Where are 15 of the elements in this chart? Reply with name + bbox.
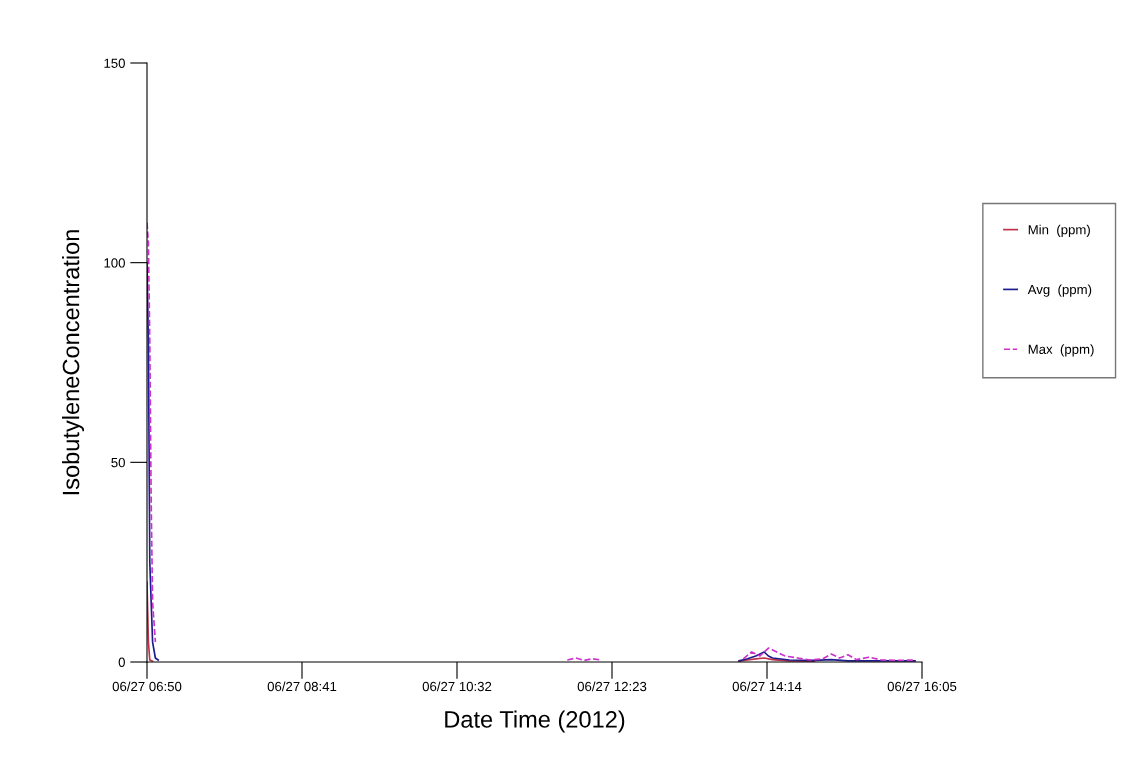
- y-tick-label: 0: [118, 657, 125, 667]
- y-axis-title: IsobutyleneConcentration: [62, 230, 85, 495]
- x-tick-label: 06/27 10:32: [422, 681, 492, 692]
- legend-label: Min (ppm): [1028, 224, 1090, 237]
- x-tick-label: 06/27 14:14: [732, 681, 802, 692]
- legend-label: Max (ppm): [1028, 344, 1094, 357]
- y-tick-label: 100: [104, 258, 125, 268]
- y-tick-label: 50: [111, 457, 125, 468]
- legend-label: Avg (ppm): [1027, 284, 1092, 297]
- x-axis-title: Date Time (2012): [445, 710, 625, 733]
- y-tick-label: 150: [104, 58, 125, 68]
- x-tick-label: 06/27 12:23: [577, 681, 647, 692]
- x-tick-label: 06/27 08:41: [267, 681, 337, 692]
- x-tick-label: 06/27 16:05: [887, 681, 957, 692]
- x-tick-label: 06/27 06:50: [112, 681, 182, 692]
